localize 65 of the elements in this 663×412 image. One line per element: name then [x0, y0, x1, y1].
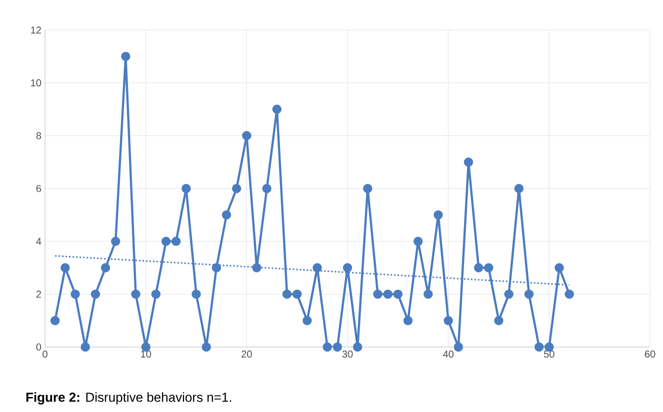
point: [504, 290, 514, 299]
y-tick-label: 8: [36, 132, 42, 140]
point: [70, 290, 80, 299]
point: [262, 184, 272, 194]
point: [514, 184, 524, 194]
x-tick-label: 20: [242, 350, 252, 358]
point: [202, 342, 211, 352]
point: [363, 184, 372, 194]
point: [131, 290, 140, 299]
point: [212, 263, 222, 272]
x-tick-label: 40: [443, 350, 454, 358]
point: [564, 290, 574, 299]
y-tick-label: 4: [36, 238, 42, 245]
point: [192, 290, 201, 299]
y-tick-label: 10: [31, 79, 42, 86]
point: [60, 263, 70, 272]
point: [302, 316, 312, 326]
point: [110, 236, 120, 246]
point: [312, 263, 322, 272]
point: [403, 316, 413, 326]
x-tick-label: 30: [342, 350, 353, 358]
y-tick-label: 6: [36, 184, 42, 192]
point: [444, 316, 453, 326]
point: [494, 316, 504, 326]
y-tick-label: 12: [31, 26, 41, 34]
point: [413, 236, 423, 246]
x-tick-label: 0: [42, 350, 48, 358]
point: [554, 263, 564, 272]
point: [90, 290, 100, 299]
point: [373, 290, 382, 299]
point: [454, 342, 464, 352]
point: [182, 184, 191, 194]
point: [292, 290, 302, 299]
point: [242, 131, 252, 140]
point: [342, 263, 352, 272]
point: [80, 342, 90, 352]
point: [232, 184, 242, 194]
point: [282, 290, 292, 299]
x-tick-label: 60: [644, 350, 656, 358]
point: [322, 342, 332, 352]
point: [100, 263, 110, 272]
point: [484, 263, 494, 272]
point: [383, 290, 392, 299]
point: [424, 290, 433, 299]
point: [352, 342, 362, 352]
point: [474, 263, 484, 272]
point: [222, 210, 232, 220]
point: [534, 342, 544, 352]
point: [434, 210, 443, 220]
point: [252, 263, 262, 272]
text: Figure 2: Disruptive behaviors n=1.: [26, 392, 232, 404]
point: [50, 316, 60, 326]
point: [272, 104, 282, 114]
x-tick-label: 10: [141, 350, 152, 358]
point: [332, 342, 342, 352]
point: [151, 290, 161, 299]
point: [121, 52, 130, 62]
point: [393, 290, 403, 299]
point: [161, 236, 171, 246]
point: [464, 157, 474, 167]
point: [524, 290, 534, 299]
x-tick-label: 50: [544, 350, 554, 358]
point: [171, 236, 181, 246]
y-tick-label: 2: [36, 290, 41, 298]
y-tick-label: 0: [36, 343, 42, 351]
